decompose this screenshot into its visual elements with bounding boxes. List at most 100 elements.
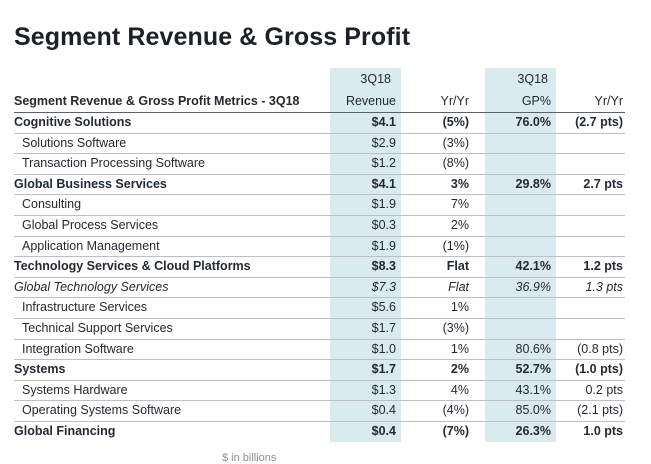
gp-cell: 42.1% (485, 256, 556, 278)
header-spacer (401, 68, 485, 90)
row-label: Systems Hardware (14, 380, 330, 402)
revenue-cell: $1.7 (330, 359, 401, 381)
row-label: Technical Support Services (14, 318, 330, 340)
segment-metrics-table: 3Q18 3Q18 Segment Revenue & Gross Profit… (14, 68, 625, 442)
gp-yoy-cell (556, 318, 625, 340)
row-label: Infrastructure Services (14, 297, 330, 319)
revenue-cell: $4.1 (330, 174, 401, 196)
revenue-yoy-cell: 1% (401, 297, 485, 319)
gp-yoy-cell: 1.2 pts (556, 256, 625, 278)
revenue-yoy-cell: 1% (401, 339, 485, 361)
revenue-yoy-cell: (8%) (401, 153, 485, 175)
gp-cell (485, 194, 556, 216)
revenue-cell: $7.3 (330, 277, 401, 299)
revenue-yoy-cell: 7% (401, 194, 485, 216)
revenue-cell: $1.9 (330, 194, 401, 216)
header-spacer (556, 68, 625, 90)
revenue-yoy-cell: Flat (401, 277, 485, 299)
row-label: Global Business Services (14, 174, 330, 196)
table-row: Global Financing $0.4 (7%) 26.3% 1.0 pts (14, 421, 625, 442)
gp-cell: 80.6% (485, 339, 556, 361)
gp-yoy-cell (556, 133, 625, 155)
header-revenue-period: 3Q18 (330, 68, 401, 90)
table-row: Cognitive Solutions $4.1 (5%) 76.0% (2.7 pts… (14, 112, 625, 134)
table-row: Transaction Processing Software $1.2 (8%) (14, 153, 625, 175)
header-spacer (14, 68, 330, 90)
row-label: Global Financing (14, 423, 116, 438)
revenue-yoy-cell: (5%) (401, 112, 485, 134)
table-row: Solutions Software $2.9 (3%) (14, 133, 625, 155)
revenue-cell: $0.4 (330, 400, 401, 422)
gp-cell (485, 236, 556, 258)
revenue-yoy-cell: 4% (401, 380, 485, 402)
table-row: Technology Services & Cloud Platforms $8.… (14, 256, 625, 278)
gp-yoy-cell (556, 297, 625, 319)
table-row: Systems Hardware $1.3 4% 43.1% 0.2 pts (14, 380, 625, 402)
gp-cell: 26.3% (485, 421, 556, 442)
revenue-cell: $0.3 (330, 215, 401, 237)
table-row: Global Technology Services $7.3 Flat 36.9% 1… (14, 277, 625, 299)
row-label: Consulting (14, 194, 330, 216)
gp-cell (485, 153, 556, 175)
revenue-cell: $5.6 (330, 297, 401, 319)
revenue-cell: $1.9 (330, 236, 401, 258)
gp-cell: 52.7% (485, 359, 556, 381)
header-revenue: Revenue (330, 90, 401, 113)
table-row: Systems $1.7 2% 52.7% (1.0 pts) (14, 359, 625, 381)
gp-cell: 29.8% (485, 174, 556, 196)
revenue-cell: $4.1 (330, 112, 401, 134)
gp-yoy-cell (556, 236, 625, 258)
row-label: Application Management (14, 236, 330, 258)
gp-cell (485, 297, 556, 319)
footnote-clipped: $ in billions (222, 452, 277, 464)
header-metrics-label: Segment Revenue & Gross Profit Metrics -… (14, 90, 330, 113)
revenue-yoy-cell: 2% (401, 215, 485, 237)
table-row: Consulting $1.9 7% (14, 194, 625, 216)
gp-cell: 43.1% (485, 380, 556, 402)
row-label: Systems (14, 359, 330, 381)
gp-yoy-cell: 2.7 pts (556, 174, 625, 196)
table-row: Operating Systems Software $0.4 (4%) 85.0%(… (14, 400, 625, 422)
gp-yoy-cell: (1.0 pts) (556, 359, 625, 381)
gp-yoy-cell (556, 194, 625, 216)
revenue-yoy-cell: (4%) (401, 400, 485, 422)
gp-cell: 36.9% (485, 277, 556, 299)
row-label: Solutions Software (14, 133, 330, 155)
header-gp-period: 3Q18 (485, 68, 556, 90)
header-gp: GP% (485, 90, 556, 113)
gp-yoy-cell: (0.8 pts) (556, 339, 625, 361)
row-label: Global Technology Services (14, 277, 330, 299)
gp-yoy-cell (556, 215, 625, 237)
gp-yoy-cell (556, 153, 625, 175)
gp-cell (485, 318, 556, 340)
revenue-yoy-cell: (3%) (401, 318, 485, 340)
revenue-yoy-cell: (3%) (401, 133, 485, 155)
row-label: Integration Software (14, 339, 330, 361)
table-body: Cognitive Solutions $4.1 (5%) 76.0% (2.7 pts… (14, 112, 625, 442)
revenue-yoy-cell: Flat (401, 256, 485, 278)
table-row: Global Business Services $4.1 3% 29.8% 2.7 p… (14, 174, 625, 196)
revenue-cell: $2.9 (330, 133, 401, 155)
revenue-yoy-cell: 3% (401, 174, 485, 196)
gp-yoy-cell: 1.3 pts (556, 277, 625, 299)
gp-yoy-cell: (2.1 pts) (556, 400, 625, 422)
header-gp-yoy: Yr/Yr (556, 90, 625, 113)
header-row-labels: Segment Revenue & Gross Profit Metrics -… (14, 90, 625, 113)
revenue-cell: $8.3 (330, 256, 401, 278)
header-row-period: 3Q18 3Q18 (14, 68, 625, 90)
revenue-yoy-cell: (1%) (401, 236, 485, 258)
revenue-cell: $1.3 (330, 380, 401, 402)
row-label: Transaction Processing Software (14, 153, 330, 175)
gp-yoy-cell: 1.0 pts (583, 423, 623, 438)
row-label: Operating Systems Software (14, 400, 330, 422)
revenue-cell: $1.7 (330, 318, 401, 340)
gp-yoy-cell: (2.7 pts) (556, 112, 625, 134)
gp-cell (485, 215, 556, 237)
gp-cell: 85.0% (485, 400, 556, 422)
row-label: Technology Services & Cloud Platforms (14, 256, 330, 278)
page-title: Segment Revenue & Gross Profit (14, 23, 411, 51)
header-revenue-yoy: Yr/Yr (401, 90, 485, 113)
row-label: Global Process Services (14, 215, 330, 237)
table-row: Technical Support Services $1.7 (3%) (14, 318, 625, 340)
